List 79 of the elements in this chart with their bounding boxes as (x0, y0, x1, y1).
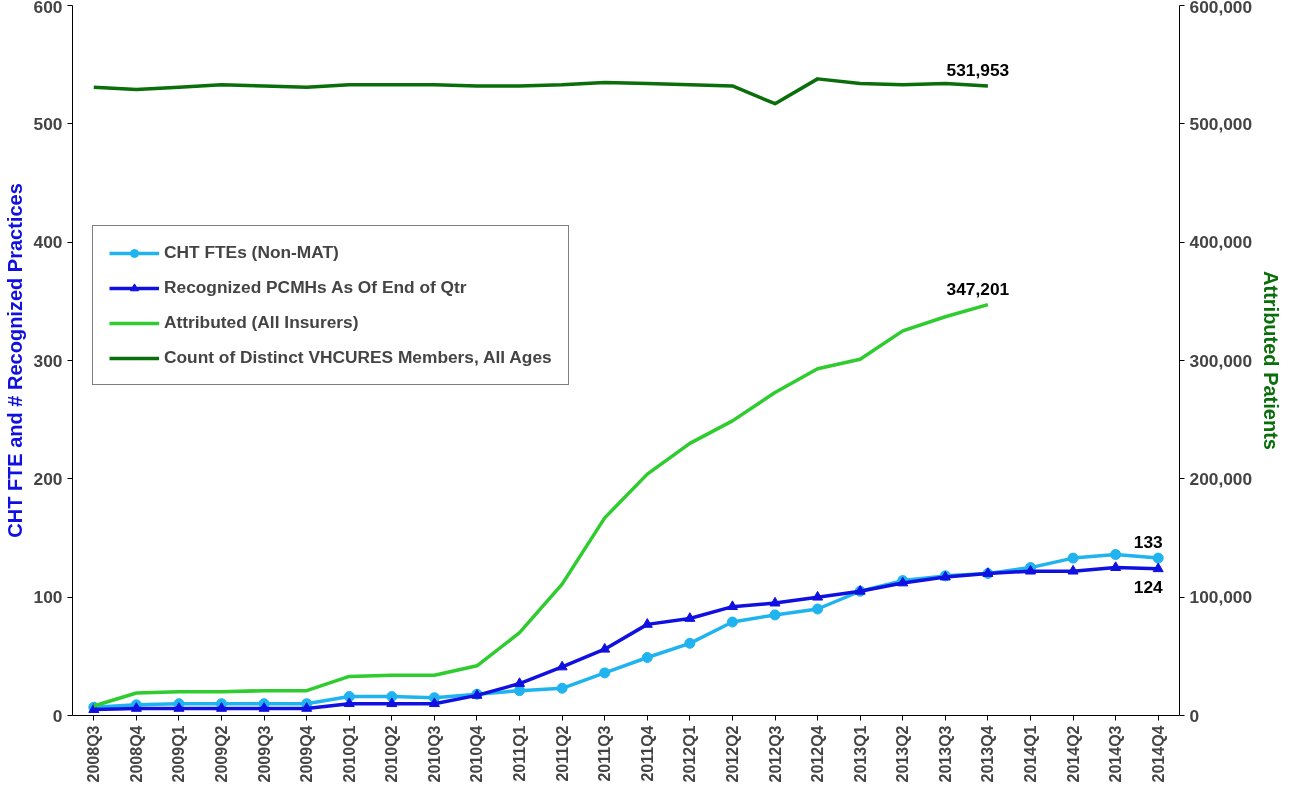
x-tick-label: 2012Q4 (809, 725, 827, 783)
x-tick-label: 2011Q3 (596, 725, 614, 782)
y2-tick-label: 100,000 (1189, 587, 1253, 608)
point (684, 637, 696, 649)
x-tick-label: 2012Q2 (723, 725, 741, 783)
line-series (92, 77, 990, 106)
y2-axis-title: Attributed Patients (1260, 271, 1283, 450)
point (599, 642, 611, 653)
x-tick-label: 2010Q3 (425, 725, 443, 783)
x-tick-label: 2013Q1 (851, 725, 869, 783)
x-tick-label: 2011Q2 (553, 725, 571, 782)
point (812, 603, 824, 615)
x-tick-label: 2008Q4 (127, 725, 145, 783)
y2-tick-label: 300,000 (1189, 350, 1253, 371)
point (1152, 552, 1164, 564)
point (726, 600, 738, 611)
y2-tick-label: 200,000 (1189, 468, 1253, 489)
y2-tick-label: 500,000 (1189, 113, 1253, 134)
y-tick-label: 600 (33, 0, 63, 17)
point (769, 596, 781, 607)
point (556, 660, 568, 671)
y-tick-label: 200 (33, 468, 63, 489)
x-tick-label: 2014Q4 (1149, 725, 1167, 783)
point (769, 609, 781, 621)
legend-label: CHT FTEs (Non-MAT) (164, 242, 339, 263)
x-tick-label: 2010Q2 (383, 725, 401, 783)
point (1110, 561, 1122, 571)
x-tick-label: 2014Q3 (1107, 725, 1125, 783)
x-tick-label: 2013Q3 (936, 725, 954, 783)
point (428, 697, 440, 708)
legend-label: Attributed (All Insurers) (164, 312, 359, 333)
y-tick-label: 500 (33, 113, 63, 134)
x-tick-label: 2010Q4 (468, 725, 486, 783)
point (386, 697, 398, 708)
x-tick-label: 2014Q2 (1064, 725, 1082, 783)
data-label: 124 (1133, 576, 1164, 597)
point (216, 702, 228, 712)
x-tick-label: 2009Q4 (298, 725, 316, 783)
y-axis-title: CHT FTE and # Recognized Practices (3, 183, 26, 538)
x-tick-label: 2009Q2 (213, 725, 231, 783)
point (812, 590, 824, 601)
y-tick-label: 0 (52, 705, 63, 726)
legend-label: Count of Distinct VHCURES Members, All Ages (164, 347, 552, 368)
x-tick-label: 2008Q3 (85, 725, 103, 783)
point (514, 685, 526, 697)
point (556, 682, 568, 694)
x-tick-label: 2014Q1 (1021, 725, 1039, 783)
point (599, 667, 611, 679)
x-tick-label: 2011Q1 (511, 725, 529, 782)
point (1152, 562, 1164, 573)
point (514, 677, 526, 687)
x-tick-label: 2010Q1 (340, 725, 358, 783)
x-tick-label: 2013Q2 (894, 725, 912, 783)
data-label: 347,201 (946, 278, 1010, 299)
point (173, 702, 185, 712)
legend-label: Recognized PCMHs As Of End of Qtr (164, 277, 467, 298)
y-tick-label: 300 (33, 350, 63, 371)
point (1067, 552, 1079, 564)
x-tick-label: 2009Q3 (255, 725, 273, 783)
point (258, 702, 270, 712)
y-tick-label: 400 (33, 232, 63, 253)
point (301, 702, 313, 712)
x-tick-label: 2012Q1 (681, 725, 699, 783)
data-label: 133 (1133, 532, 1164, 553)
point (641, 652, 653, 664)
y2-tick-label: 0 (1189, 705, 1200, 726)
x-tick-label: 2009Q1 (170, 725, 188, 783)
point (1067, 564, 1079, 575)
data-label: 531,953 (946, 60, 1010, 81)
point (1110, 549, 1122, 561)
y-tick-label: 100 (33, 587, 63, 608)
point (726, 616, 738, 628)
point (343, 697, 355, 708)
point (684, 612, 696, 622)
x-tick-label: 2011Q4 (638, 725, 656, 782)
x-tick-label: 2013Q4 (979, 725, 997, 783)
y2-tick-label: 600,000 (1189, 0, 1253, 17)
x-tick-label: 2012Q3 (766, 725, 784, 783)
y2-tick-label: 400,000 (1189, 232, 1253, 253)
